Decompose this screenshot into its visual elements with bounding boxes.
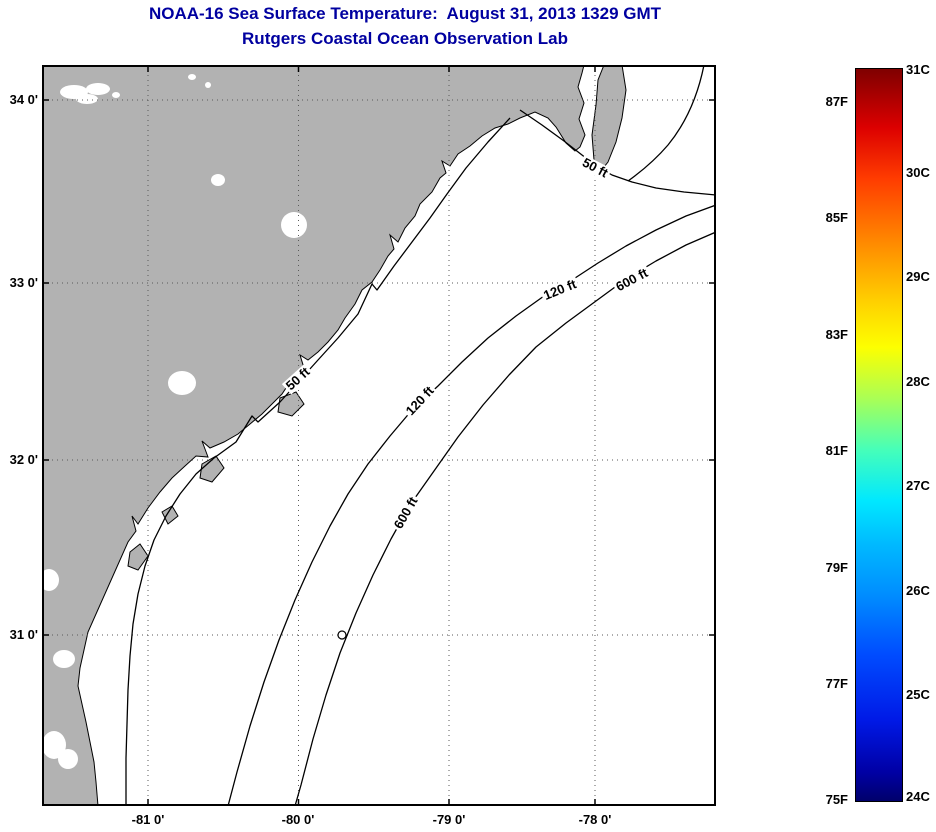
temperature-colorbar — [855, 68, 903, 802]
celsius-tick-24: 24C — [906, 789, 930, 804]
map-plot-area: 50 ft 120 ft 600 ft 50 ft 120 ft 600 ft — [42, 65, 716, 806]
celsius-tick-28: 28C — [906, 374, 930, 389]
celsius-tick-25: 25C — [906, 687, 930, 702]
y-tick-label-32: 32 0' — [9, 452, 38, 467]
fahrenheit-tick-79: 79F — [825, 560, 848, 575]
celsius-tick-30: 30C — [906, 165, 930, 180]
x-tick-label-78: -78 0' — [578, 812, 612, 827]
y-tick-label-33: 33 0' — [9, 275, 38, 290]
y-tick-label-31: 31 0' — [9, 627, 38, 642]
x-tick-label-79: -79 0' — [432, 812, 466, 827]
land-cape-peninsula — [591, 65, 627, 173]
axis-tick-marks — [42, 65, 716, 806]
y-tick-label-34: 34 0' — [9, 92, 38, 107]
land-mainland — [42, 65, 586, 806]
fahrenheit-tick-75: 75F — [825, 792, 848, 807]
fahrenheit-tick-77: 77F — [825, 676, 848, 691]
page-subtitle: Rutgers Coastal Ocean Observation Lab — [242, 29, 568, 48]
celsius-tick-31: 31C — [906, 62, 930, 77]
celsius-tick-27: 27C — [906, 478, 930, 493]
depth-contour-50ft-south — [125, 117, 511, 806]
celsius-tick-26: 26C — [906, 583, 930, 598]
small-closed-contour — [337, 630, 347, 640]
coastal-map-graphic — [42, 65, 716, 806]
x-tick-label-81: -81 0' — [131, 812, 165, 827]
depth-contour-shoal — [627, 65, 705, 182]
celsius-tick-29: 29C — [906, 269, 930, 284]
fahrenheit-tick-83: 83F — [825, 327, 848, 342]
fahrenheit-tick-87: 87F — [825, 94, 848, 109]
page-title: NOAA-16 Sea Surface Temperature: August … — [148, 4, 662, 23]
colorbar-gradient — [856, 69, 902, 801]
fahrenheit-tick-81: 81F — [825, 443, 848, 458]
x-tick-label-80: -80 0' — [281, 812, 315, 827]
plot-border — [42, 65, 716, 806]
fahrenheit-tick-85: 85F — [825, 210, 848, 225]
depth-contour-600ft — [294, 231, 716, 806]
grid-lines — [42, 65, 716, 806]
cloud-patches — [42, 74, 307, 769]
